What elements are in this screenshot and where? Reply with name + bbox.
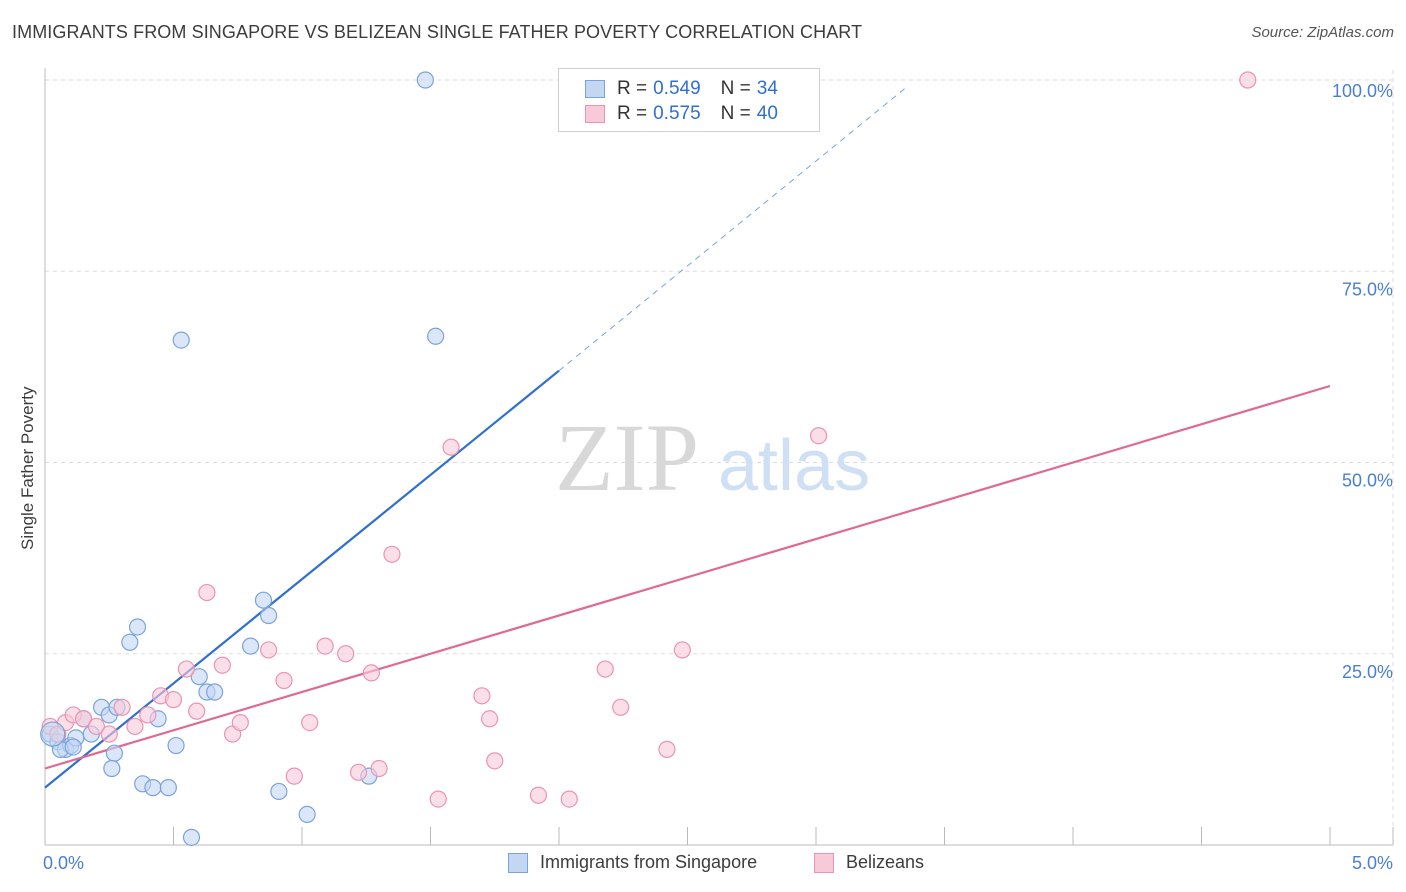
point-belizeans bbox=[612, 698, 630, 716]
y-tick-label: 100.0% bbox=[1332, 81, 1393, 101]
legend-r-value: 0.575 bbox=[653, 103, 701, 124]
legend-r-value: 0.549 bbox=[653, 78, 701, 99]
point-belizeans bbox=[473, 687, 491, 705]
point-belizeans bbox=[337, 645, 355, 663]
point-singapore bbox=[427, 327, 445, 345]
point-belizeans bbox=[370, 759, 388, 778]
point-singapore bbox=[270, 782, 288, 801]
point-belizeans bbox=[139, 706, 157, 724]
point-singapore bbox=[64, 738, 82, 756]
point-belizeans bbox=[259, 641, 278, 659]
point-belizeans bbox=[213, 656, 231, 674]
point-singapore bbox=[103, 759, 121, 778]
legend-r-label: R = bbox=[617, 78, 648, 99]
point-belizeans bbox=[362, 664, 380, 682]
point-belizeans bbox=[529, 786, 548, 804]
legend-swatch-blue bbox=[585, 80, 605, 98]
legend-n-value: 40 bbox=[756, 103, 778, 124]
point-singapore bbox=[242, 637, 260, 655]
point-belizeans bbox=[177, 660, 195, 678]
legend-row-singapore: R = 0.549 N = 34 bbox=[585, 77, 778, 101]
point-belizeans bbox=[188, 702, 206, 720]
legend-n-label: N = bbox=[720, 103, 751, 124]
point-belizeans bbox=[1239, 71, 1257, 89]
source-label: Source: ZipAtlas.com bbox=[1251, 24, 1394, 41]
point-singapore bbox=[128, 618, 147, 636]
chart-title: IMMIGRANTS FROM SINGAPORE VS BELIZEAN SI… bbox=[12, 22, 863, 42]
point-belizeans bbox=[113, 698, 131, 716]
point-belizeans bbox=[231, 713, 249, 732]
point-singapore bbox=[190, 668, 208, 686]
point-belizeans bbox=[349, 763, 368, 781]
point-singapore bbox=[259, 606, 278, 625]
point-singapore bbox=[144, 779, 162, 797]
point-belizeans bbox=[673, 641, 691, 659]
point-belizeans bbox=[429, 790, 447, 808]
y-tick-label: 75.0% bbox=[1342, 279, 1393, 299]
point-belizeans bbox=[164, 691, 183, 709]
point-belizeans bbox=[198, 583, 216, 602]
point-singapore bbox=[105, 744, 123, 762]
legend-n-value: 34 bbox=[756, 78, 778, 99]
bottom-legend-label-belizeans: Belizeans bbox=[846, 852, 925, 872]
trendline-singapore-extension bbox=[558, 87, 907, 372]
y-axis-label: Single Father Poverty bbox=[18, 386, 37, 550]
y-tick-label: 25.0% bbox=[1342, 662, 1393, 682]
point-belizeans bbox=[275, 671, 293, 690]
trendline-belizeans bbox=[44, 384, 1331, 770]
point-singapore bbox=[182, 828, 201, 846]
point-belizeans bbox=[301, 713, 319, 732]
axes bbox=[44, 68, 1394, 846]
y-tick-label: 50.0% bbox=[1342, 471, 1393, 491]
point-singapore bbox=[167, 736, 185, 755]
point-belizeans bbox=[596, 660, 614, 678]
point-belizeans bbox=[100, 725, 118, 743]
point-belizeans bbox=[316, 637, 334, 655]
point-singapore bbox=[121, 633, 139, 651]
point-singapore bbox=[172, 331, 190, 349]
bottom-legend-belizeans: Belizeans bbox=[814, 852, 924, 873]
point-belizeans bbox=[658, 740, 676, 758]
point-singapore-cluster bbox=[40, 721, 66, 747]
data-points bbox=[40, 71, 1257, 846]
point-singapore bbox=[298, 805, 316, 824]
bottom-legend-swatch-pink bbox=[814, 852, 834, 873]
watermark-zip: ZIP bbox=[555, 404, 699, 511]
x-tick-label-end: 5.0% bbox=[1352, 853, 1393, 873]
point-belizeans bbox=[383, 545, 401, 563]
legend-row-belizeans: R = 0.575 N = 40 bbox=[585, 102, 778, 126]
trend-lines bbox=[44, 87, 1331, 789]
watermark-atlas: atlas bbox=[718, 426, 870, 506]
point-singapore bbox=[416, 71, 434, 89]
tick-labels: 100.0% 75.0% 50.0% 25.0% 0.0% 5.0% bbox=[43, 81, 1393, 873]
x-tick-label-start: 0.0% bbox=[43, 853, 84, 873]
point-belizeans bbox=[126, 717, 144, 736]
legend-swatch-pink bbox=[585, 105, 605, 123]
watermark: ZIP atlas bbox=[555, 404, 870, 511]
point-belizeans bbox=[442, 438, 460, 456]
point-belizeans bbox=[486, 752, 504, 770]
point-singapore bbox=[206, 683, 224, 701]
bottom-legend-label-singapore: Immigrants from Singapore bbox=[540, 852, 758, 872]
trendline-singapore bbox=[44, 369, 560, 789]
point-singapore bbox=[254, 591, 273, 609]
point-belizeans bbox=[809, 427, 828, 445]
bottom-legend-singapore: Immigrants from Singapore bbox=[508, 852, 757, 873]
point-belizeans bbox=[87, 717, 106, 736]
point-belizeans bbox=[481, 710, 499, 728]
correlation-legend: R = 0.549 N = 34 R = 0.575 N = 40 bbox=[558, 68, 820, 132]
point-singapore bbox=[159, 779, 177, 797]
legend-r-label: R = bbox=[617, 103, 648, 124]
bottom-legend-swatch-blue bbox=[508, 852, 528, 873]
legend-n-label: N = bbox=[720, 78, 751, 99]
point-belizeans bbox=[285, 767, 303, 785]
point-belizeans bbox=[560, 790, 578, 808]
point-belizeans bbox=[74, 710, 93, 728]
